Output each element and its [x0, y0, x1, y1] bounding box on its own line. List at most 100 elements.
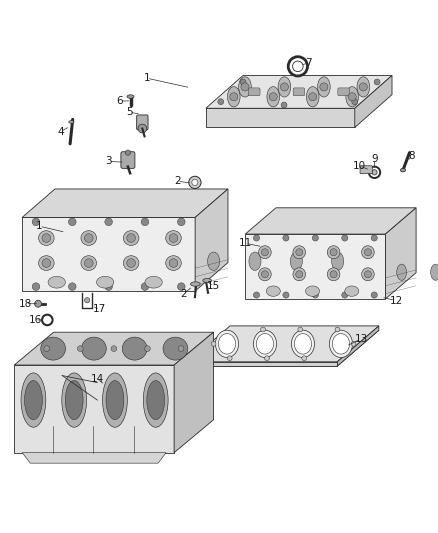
Ellipse shape: [397, 264, 406, 280]
Circle shape: [372, 169, 377, 175]
Circle shape: [169, 259, 178, 268]
Circle shape: [189, 176, 201, 189]
Ellipse shape: [290, 252, 302, 270]
Ellipse shape: [254, 330, 276, 358]
Circle shape: [145, 346, 150, 351]
Ellipse shape: [124, 231, 139, 245]
Ellipse shape: [362, 246, 374, 259]
Text: 17: 17: [93, 304, 106, 314]
Ellipse shape: [143, 373, 168, 427]
FancyBboxPatch shape: [338, 88, 350, 96]
Circle shape: [32, 218, 40, 225]
Circle shape: [78, 346, 83, 351]
Circle shape: [335, 327, 340, 332]
Circle shape: [68, 283, 76, 290]
Circle shape: [127, 259, 135, 268]
Ellipse shape: [219, 334, 236, 354]
Ellipse shape: [124, 256, 139, 270]
Circle shape: [42, 233, 51, 243]
Ellipse shape: [293, 246, 306, 259]
Circle shape: [309, 93, 317, 101]
Circle shape: [302, 356, 307, 361]
FancyBboxPatch shape: [137, 115, 148, 130]
Circle shape: [111, 346, 117, 351]
Circle shape: [138, 124, 147, 133]
FancyBboxPatch shape: [360, 166, 372, 174]
Ellipse shape: [41, 337, 66, 360]
Ellipse shape: [362, 268, 374, 281]
Ellipse shape: [357, 77, 370, 97]
Circle shape: [342, 235, 348, 241]
Circle shape: [261, 249, 268, 256]
Text: 15: 15: [207, 281, 220, 291]
Text: 18: 18: [19, 298, 32, 309]
Polygon shape: [206, 108, 355, 127]
Circle shape: [141, 218, 149, 225]
Polygon shape: [355, 76, 392, 127]
Polygon shape: [337, 326, 379, 366]
Ellipse shape: [306, 286, 320, 296]
Ellipse shape: [249, 252, 261, 270]
Ellipse shape: [332, 334, 350, 354]
Circle shape: [125, 150, 131, 155]
Circle shape: [227, 356, 232, 361]
Ellipse shape: [39, 231, 54, 245]
Ellipse shape: [400, 168, 406, 172]
Circle shape: [192, 179, 198, 185]
Ellipse shape: [266, 286, 280, 296]
Circle shape: [254, 292, 260, 298]
Text: 11: 11: [239, 238, 252, 248]
Polygon shape: [22, 217, 195, 291]
Circle shape: [296, 249, 303, 256]
Polygon shape: [22, 189, 228, 217]
Circle shape: [127, 233, 135, 243]
Ellipse shape: [291, 330, 314, 358]
Polygon shape: [188, 330, 379, 366]
Ellipse shape: [293, 268, 306, 281]
Ellipse shape: [318, 77, 330, 97]
Ellipse shape: [208, 252, 220, 270]
Circle shape: [254, 235, 260, 241]
Circle shape: [283, 292, 289, 298]
Circle shape: [105, 283, 113, 290]
Ellipse shape: [307, 87, 319, 107]
Polygon shape: [188, 362, 337, 366]
Circle shape: [269, 93, 277, 101]
Polygon shape: [245, 234, 385, 299]
Ellipse shape: [81, 231, 96, 245]
Ellipse shape: [21, 373, 46, 427]
Circle shape: [178, 346, 184, 351]
Ellipse shape: [106, 381, 124, 419]
Text: 12: 12: [390, 296, 403, 305]
Text: 1: 1: [36, 221, 43, 231]
Ellipse shape: [48, 276, 65, 288]
Text: 3: 3: [105, 156, 112, 166]
Circle shape: [42, 259, 51, 268]
Circle shape: [330, 271, 337, 278]
Circle shape: [342, 292, 348, 298]
Circle shape: [352, 99, 358, 104]
Text: 2: 2: [180, 289, 187, 298]
Circle shape: [351, 342, 356, 346]
Ellipse shape: [145, 276, 162, 288]
Ellipse shape: [191, 282, 200, 286]
Circle shape: [293, 61, 303, 71]
Text: 6: 6: [117, 96, 124, 106]
Ellipse shape: [102, 373, 127, 427]
Ellipse shape: [258, 246, 271, 259]
FancyBboxPatch shape: [248, 88, 260, 96]
Ellipse shape: [39, 256, 54, 270]
Circle shape: [240, 79, 246, 85]
Circle shape: [371, 235, 377, 241]
Ellipse shape: [258, 268, 271, 281]
Text: 4: 4: [57, 127, 64, 136]
Polygon shape: [245, 208, 416, 234]
Ellipse shape: [346, 87, 358, 107]
FancyBboxPatch shape: [121, 152, 135, 168]
Ellipse shape: [81, 337, 106, 360]
Text: 10: 10: [353, 161, 366, 171]
Ellipse shape: [332, 252, 344, 270]
Ellipse shape: [267, 87, 279, 107]
Ellipse shape: [65, 381, 83, 419]
Circle shape: [312, 235, 318, 241]
